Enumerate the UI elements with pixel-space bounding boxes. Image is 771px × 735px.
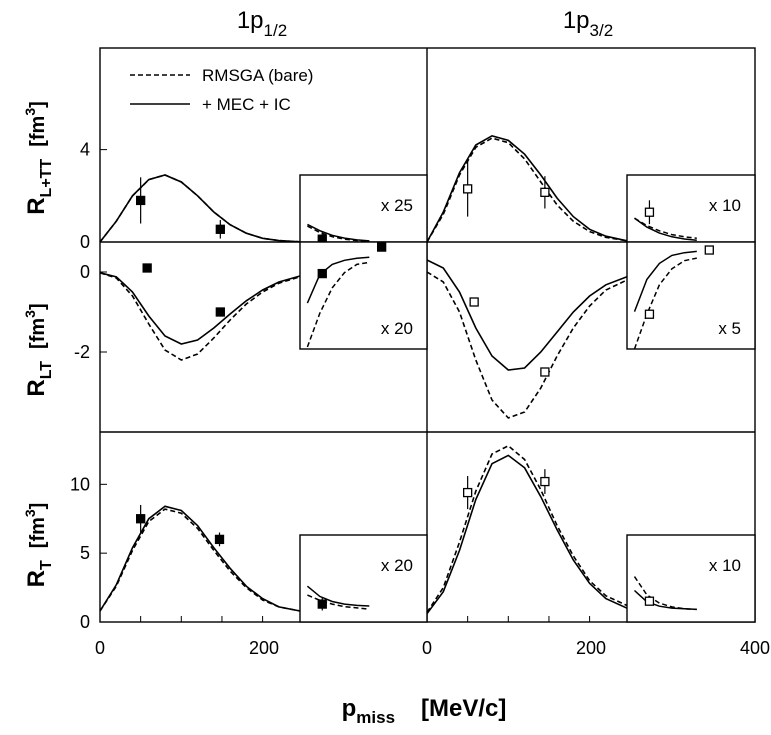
data-point	[136, 514, 146, 524]
curve-rmsga-bare	[99, 174, 301, 243]
data-point	[469, 297, 479, 307]
curve-mec-ic	[99, 505, 301, 612]
legend-label-rmsga: RMSGA (bare)	[202, 66, 313, 85]
col-title-1p32: 1p3/2	[563, 7, 613, 40]
inset-data-point	[644, 207, 655, 217]
row-label-rt: RT[fm3]	[22, 503, 55, 588]
inset-data-point	[644, 309, 655, 319]
plot-area: 0 200 400 0 200 0 4 x 25 x 10 0 -2 x 20 x 5 0 5 10 x 20 x…	[70, 47, 770, 658]
curve-rmsga-bare	[426, 271, 628, 419]
inset-curve-mec-ic	[307, 223, 370, 242]
inset-curve-rmsga-bare	[306, 261, 370, 348]
inset-scale-label: x 5	[718, 319, 741, 338]
row-label-rltt: RL+TT[fm3]	[22, 101, 55, 215]
y-tick-label: 0	[80, 262, 90, 282]
inset-frame	[626, 534, 756, 623]
y-tick-label: 0	[80, 612, 90, 632]
curve-mec-ic	[426, 134, 628, 243]
inset-scale-label: x 20	[381, 319, 413, 338]
data-point	[215, 224, 225, 234]
curve-rmsga-bare	[99, 272, 301, 361]
curve-mec-ic	[99, 174, 301, 243]
inset-curve-mec-ic	[306, 585, 370, 607]
data-point	[540, 476, 550, 487]
y-tick-label: 0	[80, 232, 90, 252]
legend-label-mec-ic: + MEC + IC	[202, 95, 291, 114]
curve-mec-ic	[99, 272, 301, 345]
data-point	[540, 187, 550, 197]
inset-scale-label: x 10	[709, 196, 741, 215]
inset-scale-label: x 10	[709, 556, 741, 575]
curve-rmsga-bare	[426, 444, 628, 613]
inset-scale-label: x 25	[381, 196, 413, 215]
inset-curve-mec-ic	[634, 217, 697, 241]
inset-data-point	[317, 268, 327, 279]
inset-data-point	[644, 596, 655, 606]
data-point	[214, 534, 225, 545]
col-title-1p12: 1p1/2	[237, 7, 287, 40]
y-tick-label: 4	[80, 140, 90, 160]
data-point	[463, 184, 473, 194]
inset-curve-rmsga-bare	[307, 594, 370, 610]
x-axis-label: pmiss [MeV/c]	[342, 695, 507, 727]
inset-data-point	[704, 245, 714, 255]
inset-frame	[626, 241, 756, 350]
curve-rmsga-bare	[426, 137, 628, 243]
data-point	[463, 487, 473, 498]
inset-frame	[299, 241, 428, 350]
legend: RMSGA (bare) + MEC + IC	[130, 66, 313, 114]
curve-mec-ic	[426, 259, 628, 371]
inset-curve-mec-ic	[633, 250, 697, 312]
inset-curve-rmsga-bare	[634, 217, 697, 240]
inset-data-point	[376, 242, 387, 252]
inset-data-point	[317, 599, 327, 609]
data-point	[540, 367, 550, 377]
x-tick-label: 400	[740, 638, 770, 658]
y-tick-label: 10	[70, 474, 90, 494]
row-label-rlt: RLT[fm3]	[22, 303, 55, 396]
data-point	[136, 195, 146, 206]
inset-curve-rmsga-bare	[633, 257, 697, 350]
curve-mec-ic	[426, 454, 628, 615]
inset-curve-rmsga-bare	[307, 225, 370, 243]
x-tick-label: 200	[576, 638, 606, 658]
y-tick-label: 5	[80, 543, 90, 563]
x-tick-label: 0	[422, 638, 432, 658]
inset-curve-mec-ic	[306, 256, 370, 304]
x-tick-label: 200	[249, 638, 279, 658]
y-tick-label: -2	[74, 342, 90, 362]
data-point	[215, 307, 225, 317]
curve-rmsga-bare	[99, 508, 301, 612]
x-tick-label: 0	[95, 638, 105, 658]
data-point	[142, 263, 152, 273]
inset-scale-label: x 20	[381, 556, 413, 575]
